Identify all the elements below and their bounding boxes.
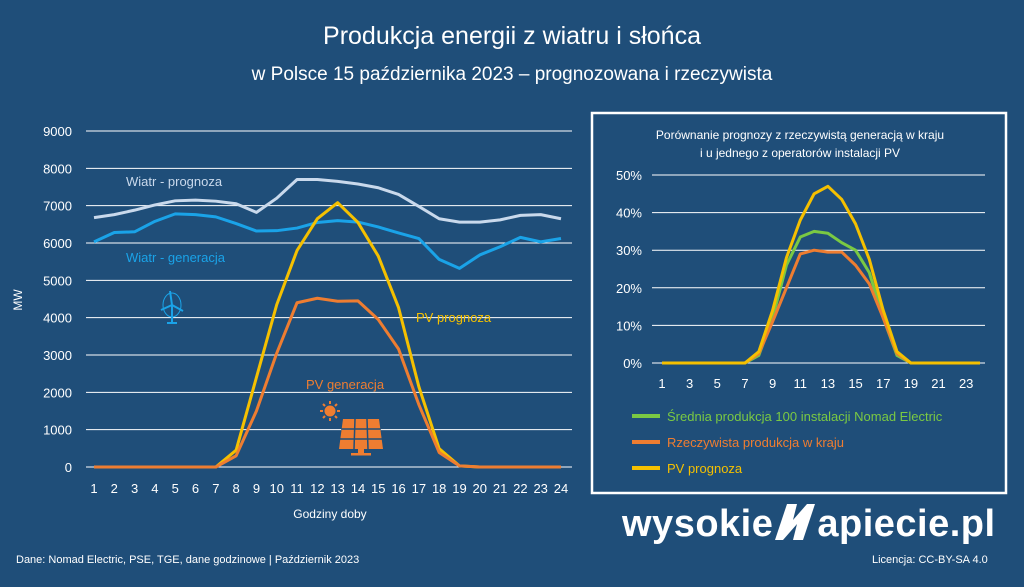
- y-tick-label: 0: [65, 460, 72, 475]
- x-tick-label: 15: [848, 376, 862, 391]
- brand-part2: apiecie.pl: [817, 503, 996, 545]
- series-label-0: Wiatr - prognoza: [126, 174, 223, 189]
- x-tick-label: 7: [212, 481, 219, 496]
- solar-panel-icon: [339, 418, 383, 456]
- series-label-2: PV prognoza: [416, 310, 492, 325]
- x-tick-label: 9: [769, 376, 776, 391]
- comparison-title-line1: Porównanie prognozy z rzeczywistą genera…: [656, 128, 944, 142]
- x-tick-label: 15: [371, 481, 385, 496]
- page-title: Produkcja energii z wiatru i słońca: [323, 22, 701, 50]
- comparison-panel-frame: [590, 111, 1008, 495]
- x-tick-label: 11: [794, 376, 808, 391]
- y-tick-label: 9000: [43, 124, 72, 139]
- x-tick-label: 21: [493, 481, 507, 496]
- y-tick-label: 30%: [616, 243, 642, 258]
- lightning-n-icon: [775, 504, 816, 540]
- comparison-title-line2: i u jednego z operatorów instalacji PV: [700, 146, 900, 160]
- x-tick-label: 17: [876, 376, 890, 391]
- x-tick-label: 3: [686, 376, 693, 391]
- series-line-2: [662, 184, 980, 365]
- x-tick-label: 18: [432, 481, 446, 496]
- series-label-1: Wiatr - generacja: [126, 250, 226, 265]
- y-tick-label: 1000: [43, 423, 72, 438]
- x-tick-label: 13: [330, 481, 344, 496]
- legend-label-1: Rzeczywista produkcja w kraju: [667, 435, 844, 450]
- x-tick-label: 14: [351, 481, 365, 496]
- legend-label-2: PV prognoza: [667, 461, 743, 476]
- x-tick-label: 19: [452, 481, 466, 496]
- x-tick-label: 20: [473, 481, 487, 496]
- x-tick-label: 8: [233, 481, 240, 496]
- y-tick-label: 2000: [43, 385, 72, 400]
- x-tick-label: 12: [310, 481, 324, 496]
- series-label-3: PV generacja: [306, 377, 385, 392]
- sun-icon: [320, 401, 340, 421]
- y-tick-label: 6000: [43, 236, 72, 251]
- series-line-3: [94, 296, 561, 469]
- y-tick-label: 7000: [43, 199, 72, 214]
- x-tick-label: 10: [270, 481, 284, 496]
- x-tick-label: 13: [821, 376, 835, 391]
- y-tick-label: 40%: [616, 206, 642, 221]
- x-tick-label: 22: [513, 481, 527, 496]
- x-tick-label: 4: [151, 481, 158, 496]
- y-axis-label: MW: [11, 289, 25, 311]
- x-tick-label: 5: [714, 376, 721, 391]
- y-tick-label: 5000: [43, 273, 72, 288]
- x-tick-label: 24: [554, 481, 568, 496]
- x-tick-label: 19: [904, 376, 918, 391]
- x-tick-label: 6: [192, 481, 199, 496]
- brand-logo: wysokie apiecie.pl: [622, 502, 996, 546]
- license-note: Licencja: CC-BY-SA 4.0: [872, 554, 988, 566]
- x-tick-label: 1: [658, 376, 665, 391]
- x-axis-label: Godziny doby: [293, 507, 366, 521]
- legend-label-0: Średnia produkcja 100 instalacji Nomad E…: [667, 409, 943, 424]
- x-tick-label: 21: [931, 376, 945, 391]
- wind-turbine-icon: [160, 290, 184, 324]
- y-tick-label: 10%: [616, 318, 642, 333]
- x-tick-label: 2: [111, 481, 118, 496]
- y-tick-label: 20%: [616, 281, 642, 296]
- x-tick-label: 17: [412, 481, 426, 496]
- x-tick-label: 23: [959, 376, 973, 391]
- y-tick-label: 8000: [43, 161, 72, 176]
- source-note: Dane: Nomad Electric, PSE, TGE, dane god…: [16, 554, 360, 566]
- y-tick-label: 50%: [616, 168, 642, 183]
- y-tick-label: 4000: [43, 311, 72, 326]
- x-tick-label: 3: [131, 481, 138, 496]
- series-line-0: [93, 178, 562, 224]
- x-tick-label: 7: [741, 376, 748, 391]
- x-tick-label: 5: [172, 481, 179, 496]
- page-subtitle: w Polsce 15 października 2023 – prognozo…: [251, 64, 773, 85]
- y-tick-label: 3000: [43, 348, 72, 363]
- y-tick-label: 0%: [623, 356, 642, 371]
- x-tick-label: 11: [290, 481, 304, 496]
- x-tick-label: 16: [391, 481, 405, 496]
- x-tick-label: 9: [253, 481, 260, 496]
- brand-part1: wysokie: [622, 503, 774, 545]
- x-tick-label: 23: [533, 481, 547, 496]
- x-tick-label: 1: [90, 481, 97, 496]
- series-line-1: [93, 212, 562, 270]
